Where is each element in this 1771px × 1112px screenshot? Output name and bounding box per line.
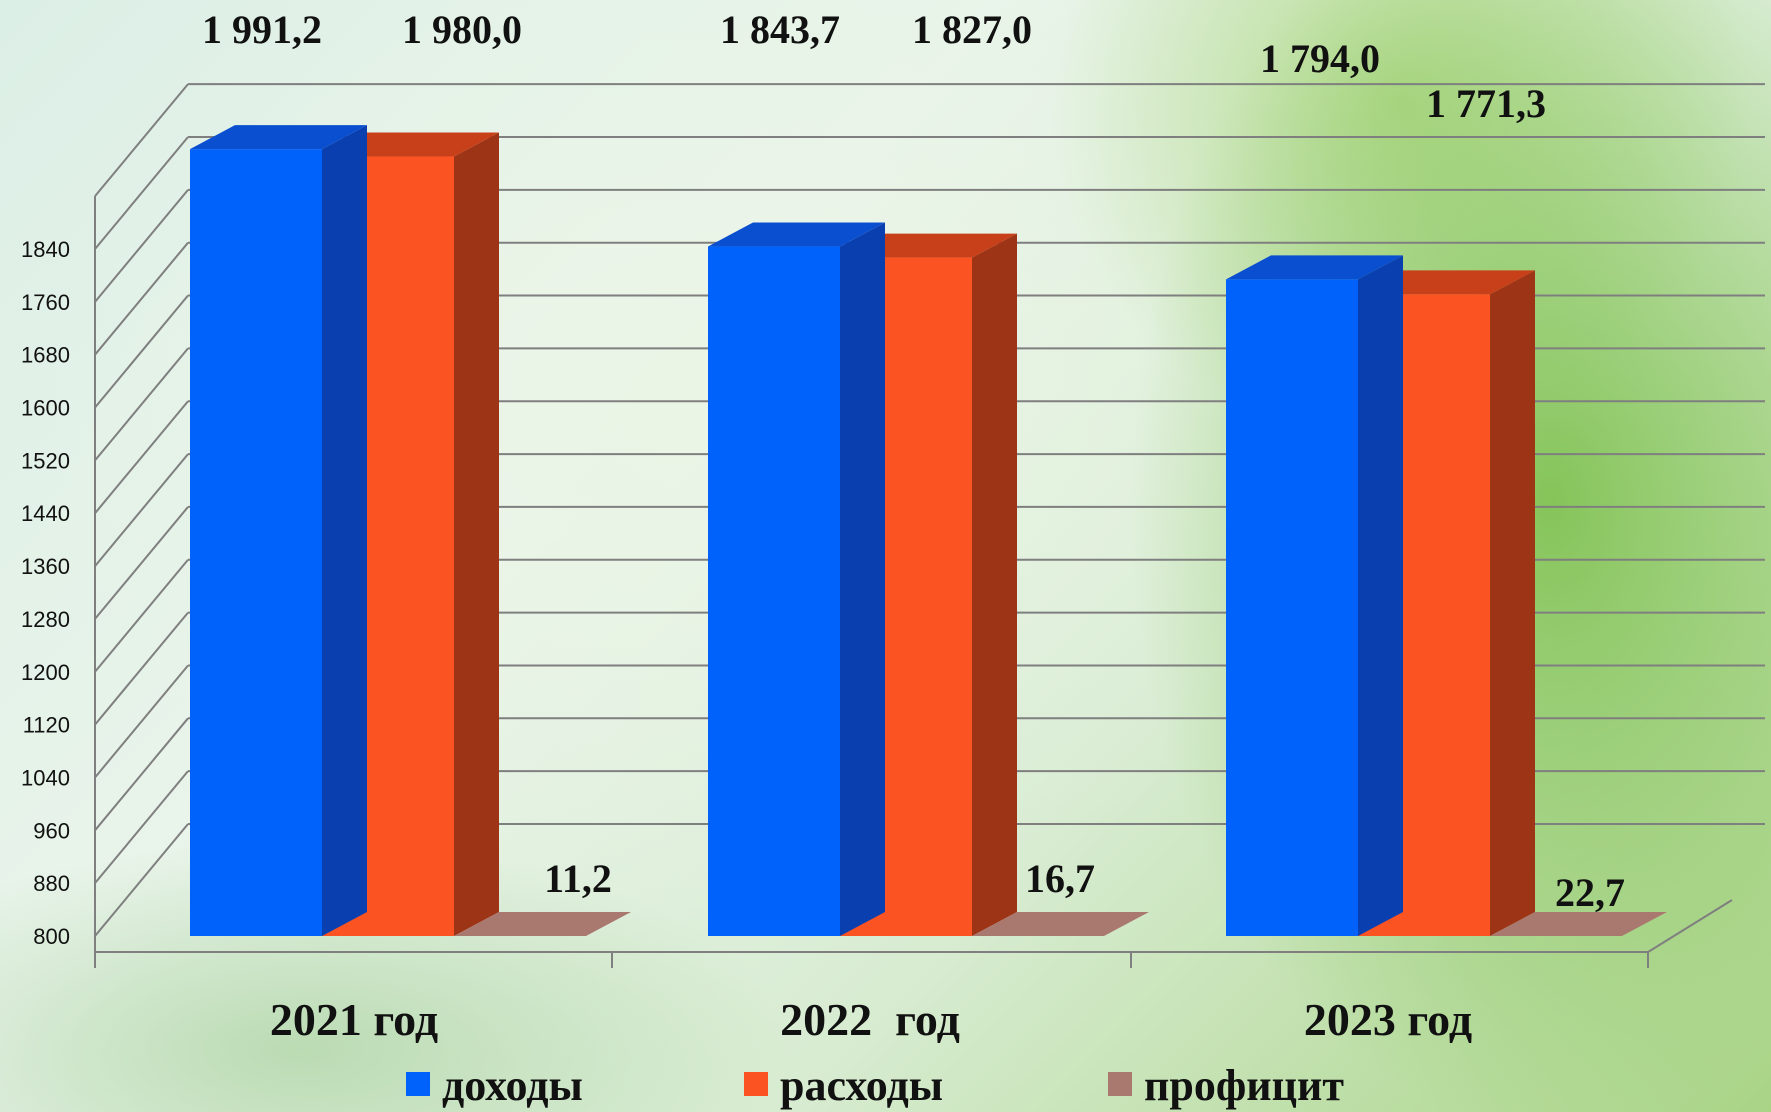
gridline-side — [94, 823, 189, 937]
y-tick-label: 880 — [33, 871, 70, 896]
legend-label: доходы — [442, 1061, 583, 1110]
y-tick-label: 1360 — [21, 554, 70, 579]
gridline-side — [94, 559, 189, 673]
surplus-value-label: 11,2 — [544, 856, 612, 901]
surplus-bar — [1490, 912, 1667, 936]
gridline-side — [94, 664, 189, 779]
expense-bar-side — [972, 233, 1017, 936]
income-bar — [190, 125, 367, 936]
y-tick-label: 1760 — [21, 290, 70, 315]
expense-value-label: 1 771,3 — [1426, 81, 1546, 126]
y-tick-label: 1200 — [21, 660, 70, 685]
y-tick-label: 1520 — [21, 448, 70, 473]
income-bar-front — [190, 149, 322, 936]
x-category-label: 2022 год — [780, 994, 960, 1045]
y-tick-label: 1600 — [21, 396, 70, 421]
y-tick-label: 1120 — [23, 713, 70, 738]
legend-item-income: доходы — [406, 1061, 583, 1110]
gridline-side — [94, 717, 189, 831]
income-bar-top — [708, 222, 885, 247]
x-category-label: 2021 год — [270, 994, 438, 1045]
expense-bar-side — [454, 132, 499, 936]
axis-layer: 800 880 960 1040 1120 1200 1280 1360 1440 1520 160… — [21, 196, 1733, 968]
income-bar-side — [322, 125, 367, 936]
gridline-side — [94, 83, 189, 197]
income-bar-front — [708, 246, 840, 937]
income-bar — [1226, 255, 1403, 936]
income-value-label: 1 991,2 — [202, 7, 322, 52]
legend-item-surplus: профицит — [1108, 1061, 1344, 1110]
income-bar-front — [1226, 279, 1358, 936]
gridline-side — [94, 294, 189, 409]
y-tick-label: 1680 — [21, 343, 70, 368]
income-bar-side — [840, 222, 885, 937]
gridline-side — [94, 506, 189, 620]
y-tick-label: 1840 — [21, 237, 70, 262]
gridline-side — [94, 770, 189, 884]
gridline-side — [94, 400, 189, 514]
y-tick-label: 1280 — [21, 607, 70, 632]
expense-value-label: 1 827,0 — [912, 7, 1032, 52]
income-value-label: 1 794,0 — [1260, 36, 1380, 81]
surplus-value-label: 22,7 — [1555, 870, 1625, 915]
surplus-value-label: 16,7 — [1025, 856, 1095, 901]
gridline-side — [94, 242, 189, 356]
y-tick-label: 1440 — [21, 501, 70, 526]
gridline-side — [94, 189, 189, 303]
legend-swatch — [1108, 1072, 1132, 1096]
surplus-bar — [454, 912, 631, 936]
floor-edge — [1647, 899, 1733, 953]
legend-label: профицит — [1144, 1061, 1344, 1110]
gridline-side — [94, 453, 189, 567]
label-layer: 1 991,2 1 980,0 11,2 1 843,7 1 827,0 16,7 1 79… — [202, 7, 1625, 1045]
gridline-side — [94, 136, 189, 250]
income-value-label: 1 843,7 — [720, 7, 840, 52]
gridline-side — [94, 347, 189, 462]
income-bar-side — [1358, 255, 1403, 936]
income-bar-top — [190, 125, 367, 150]
legend-swatch — [744, 1072, 768, 1096]
y-tick-label: 800 — [33, 924, 70, 949]
expense-bar-side — [1490, 270, 1535, 937]
income-bar-top — [1226, 255, 1403, 280]
legend-swatch — [406, 1072, 430, 1096]
gridline-side — [94, 611, 189, 726]
legend-label: расходы — [780, 1061, 943, 1110]
income-bar — [708, 222, 885, 937]
bar-layer — [190, 125, 1667, 937]
x-category-label: 2023 год — [1304, 994, 1472, 1045]
expense-value-label: 1 980,0 — [402, 7, 522, 52]
y-tick-label: 960 — [33, 818, 70, 843]
surplus-bar — [972, 912, 1149, 936]
legend: доходы расходы профицит — [406, 1061, 1344, 1110]
y-tick-label: 1040 — [21, 765, 70, 790]
legend-item-expense: расходы — [744, 1061, 943, 1110]
